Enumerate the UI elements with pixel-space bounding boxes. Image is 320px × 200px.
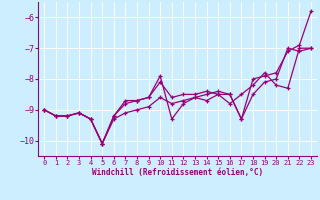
X-axis label: Windchill (Refroidissement éolien,°C): Windchill (Refroidissement éolien,°C): [92, 168, 263, 177]
